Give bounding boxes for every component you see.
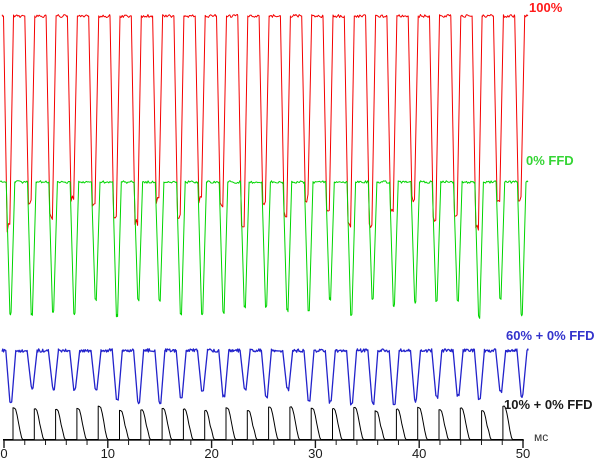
x-axis <box>3 439 524 448</box>
x-tick-label: 0 <box>0 446 8 461</box>
series-label-10-0-ffd: 10% + 0% FFD <box>504 397 593 412</box>
trace-60-0-ffd <box>1 348 529 406</box>
x-tick-label: 50 <box>515 446 531 461</box>
series-label-60-0-ffd: 60% + 0% FFD <box>506 328 595 343</box>
trace-0-ffd <box>0 180 529 319</box>
x-tick-label: 30 <box>308 446 323 461</box>
trace-10-0-ffd <box>3 405 523 440</box>
x-tick-label: 40 <box>411 446 427 461</box>
series-label-100-percent: 100% <box>529 0 563 15</box>
series-label-0-ffd: 0% FFD <box>526 153 574 168</box>
trace-100-percent <box>1 14 529 233</box>
x-tick-label: 20 <box>204 446 219 461</box>
x-axis-unit-label: мс <box>534 430 549 444</box>
x-tick-label: 10 <box>100 446 116 461</box>
